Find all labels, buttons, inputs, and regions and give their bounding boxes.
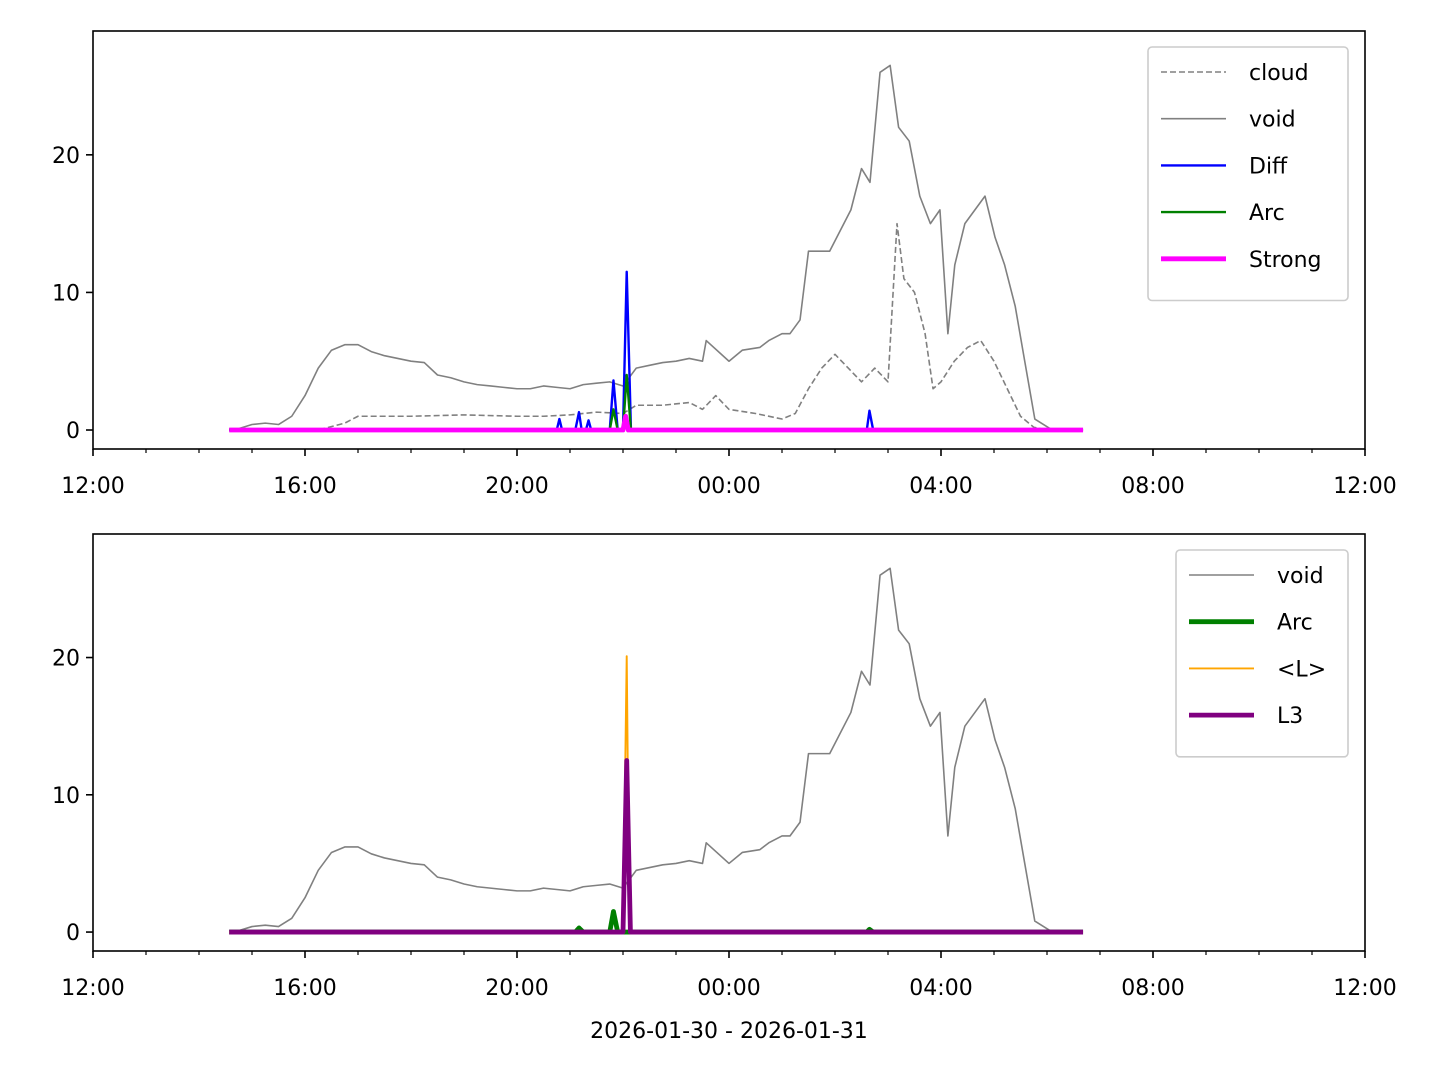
x-tick-label: 08:00 [1121, 976, 1184, 1001]
legend-box [1175, 549, 1349, 758]
x-tick-label: 12:00 [1333, 474, 1396, 499]
legend-label: cloud [1249, 61, 1309, 86]
legend-label: <L> [1277, 657, 1326, 682]
series-line [229, 567, 1084, 933]
y-tick-label: 20 [52, 144, 80, 169]
y-tick-label: 20 [52, 647, 80, 672]
axes: 0 10 20 12:00 16:00 20:00 00:00 04:00 08:00 12:00… [52, 533, 1397, 1001]
x-tick-label: 04:00 [909, 474, 972, 499]
x-tick-label: 12:00 [61, 474, 124, 499]
series-line [229, 270, 1084, 432]
series-line [229, 373, 1084, 432]
series-line [229, 655, 1084, 934]
x-axis-label: 2026-01-30 - 2026-01-31 [590, 1019, 868, 1044]
x-tick-label: 00:00 [697, 976, 760, 1001]
legend-label: Arc [1249, 201, 1285, 226]
series-line [229, 64, 1084, 431]
series-line [229, 222, 1084, 431]
x-tick-label: 00:00 [697, 474, 760, 499]
legend-label: void [1277, 564, 1324, 589]
series-line [229, 413, 1084, 433]
x-tick-label: 20:00 [485, 976, 548, 1001]
x-tick-label: 08:00 [1121, 474, 1184, 499]
x-tick-label: 04:00 [909, 976, 972, 1001]
axes: 0 10 20 12:00 16:00 20:00 00:00 04:00 08:00 12:00… [52, 30, 1397, 499]
y-tick-label: 0 [66, 921, 80, 946]
legend-label: Diff [1249, 154, 1288, 179]
legend-box [1147, 46, 1349, 302]
legend-label: Strong [1249, 248, 1322, 273]
x-tick-label: 16:00 [273, 474, 336, 499]
x-tick-label: 20:00 [485, 474, 548, 499]
y-tick-label: 0 [66, 419, 80, 444]
x-tick-label: 12:00 [1333, 976, 1396, 1001]
series-line [229, 758, 1084, 935]
x-tick-label: 16:00 [273, 976, 336, 1001]
y-tick-label: 10 [52, 281, 80, 306]
x-tick-label: 12:00 [61, 976, 124, 1001]
legend-label: void [1249, 108, 1296, 133]
legend-label: Arc [1277, 611, 1313, 636]
axes-frame [92, 533, 1366, 952]
y-tick-label: 10 [52, 784, 80, 809]
series-line [229, 909, 1084, 935]
legend-label: L3 [1277, 704, 1303, 729]
